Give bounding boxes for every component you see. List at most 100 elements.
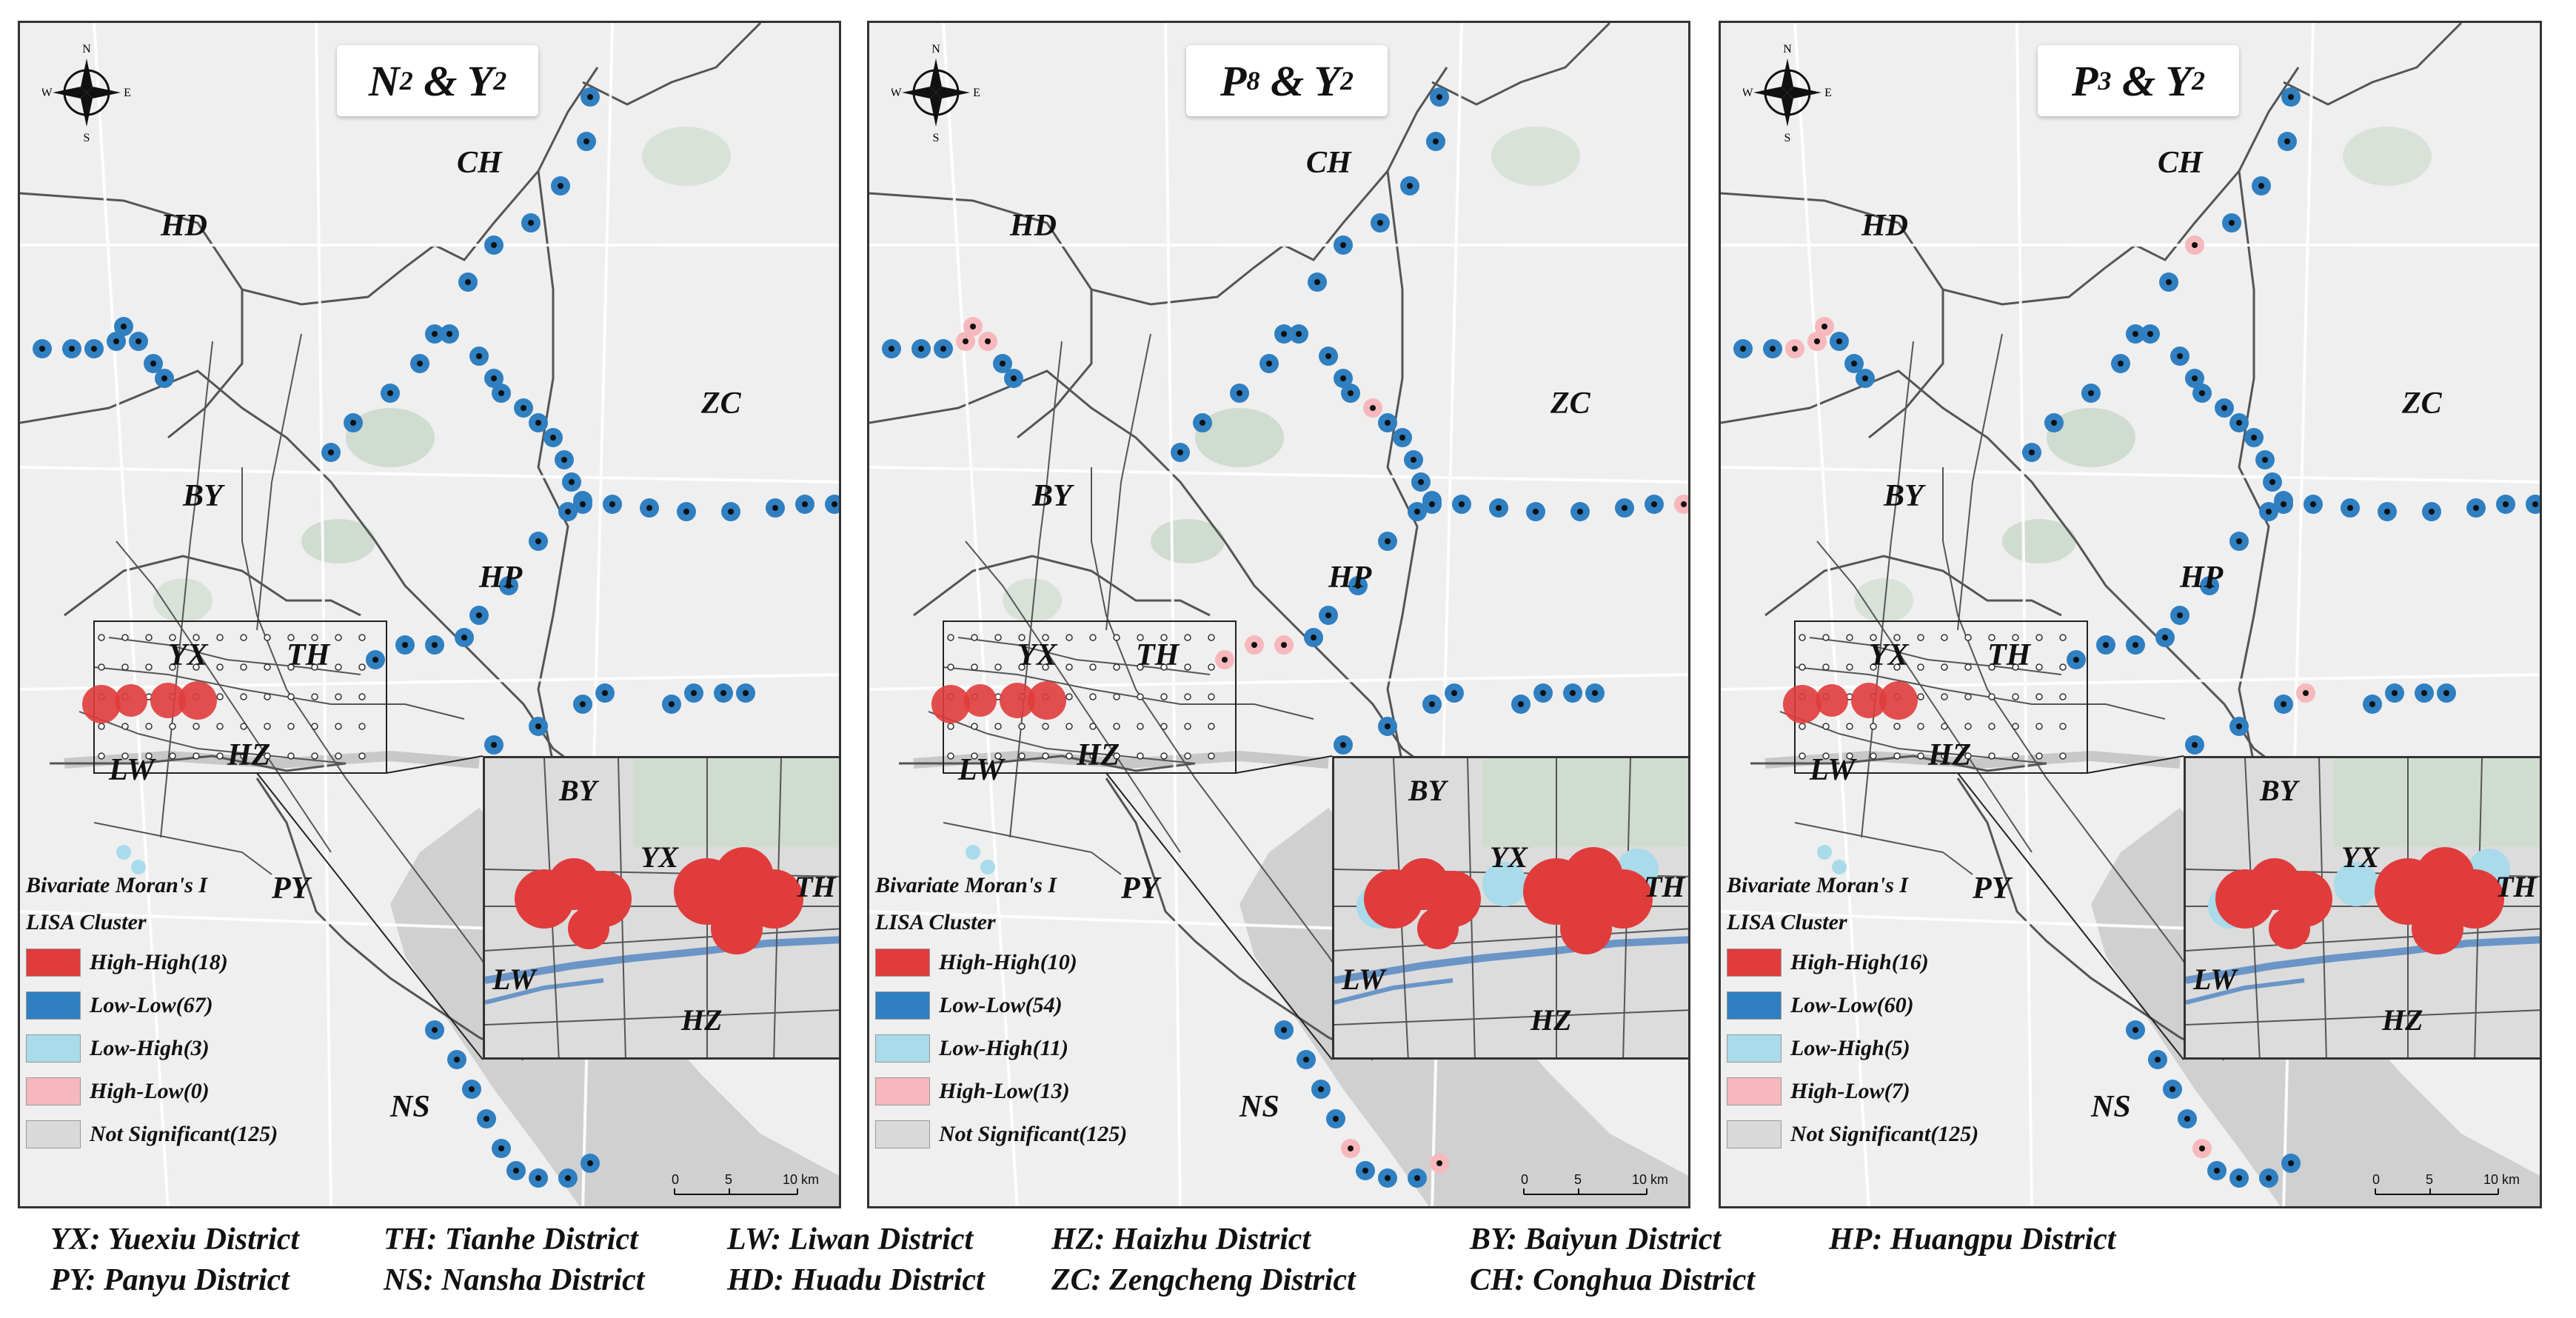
station-not-significant (98, 663, 105, 671)
station-dot (1311, 635, 1317, 640)
north-arrow-icon: N S W E (890, 41, 980, 144)
station-dot (1314, 279, 1320, 285)
station-dot (528, 220, 534, 226)
label-hd: HD (161, 209, 207, 243)
station-not-significant (1018, 663, 1026, 671)
station-dot (2192, 242, 2198, 248)
station-not-significant (1893, 663, 1901, 671)
station-dot (2251, 435, 2257, 441)
station-not-significant (1208, 723, 1215, 730)
label-hz: HZ (227, 738, 271, 772)
station-not-significant (264, 723, 271, 730)
label-by: BY (1032, 479, 1072, 513)
station-dot (1577, 509, 1583, 515)
station-not-significant (1113, 663, 1120, 671)
station-dot (2103, 642, 2109, 648)
station-dot (1429, 701, 1435, 707)
station-not-significant (1137, 693, 1144, 700)
station-dot (580, 701, 586, 707)
station-not-significant (1065, 723, 1073, 730)
compass-s: S (933, 132, 940, 144)
legend-subtitle: LISA Cluster (26, 910, 147, 934)
station-dot (2288, 94, 2294, 100)
station-dot (113, 338, 119, 344)
station-dot (1681, 501, 1687, 507)
station-not-significant (335, 693, 342, 700)
label-th: TH (287, 638, 330, 672)
station-dot (2199, 390, 2205, 396)
station-dot (743, 690, 749, 696)
cluster-high-high (1879, 681, 1918, 720)
cluster-high-high (931, 685, 970, 723)
cluster-low-high (966, 845, 980, 860)
station-not-significant (1089, 723, 1097, 730)
station-dot (1362, 1168, 1368, 1174)
station-dot (2532, 501, 2538, 507)
label-lw: LW (109, 753, 155, 787)
station-not-significant (2035, 634, 2043, 641)
station-not-significant (1184, 634, 1191, 641)
station-dot (1570, 690, 1576, 696)
inset-cluster-high-high (1560, 903, 1612, 954)
label-py: PY (1973, 872, 2011, 906)
station-dot (1418, 479, 1424, 485)
station-dot (1862, 375, 1868, 381)
station-dot (2221, 405, 2227, 411)
station-dot (498, 390, 504, 396)
legend-title: Bivariate Moran's I (875, 873, 1057, 897)
inset-label-lw: LW (2193, 963, 2237, 996)
station-dot (580, 501, 586, 507)
inset-label-lw: LW (1342, 963, 1385, 996)
station-not-significant (287, 693, 295, 700)
station-dot (372, 657, 378, 663)
station-dot (918, 346, 924, 352)
compass-n: N (82, 43, 91, 56)
station-dot (2199, 1145, 2205, 1151)
station-not-significant (2035, 693, 2043, 700)
station-dot (940, 346, 946, 352)
station-not-significant (1089, 752, 1097, 760)
label-hz: HZ (1077, 738, 1120, 772)
station-dot (832, 501, 837, 507)
station-dot (1340, 742, 1346, 748)
station-dot (476, 612, 482, 618)
station-not-significant (1065, 634, 1073, 641)
station-dot (2229, 220, 2235, 226)
station-dot (91, 346, 97, 352)
station-dot (2192, 742, 2198, 748)
station-not-significant (2059, 693, 2067, 700)
inset-label-by: BY (2260, 774, 2298, 807)
station-not-significant (287, 634, 295, 641)
cluster-high-high (178, 681, 217, 720)
label-hd: HD (1010, 209, 1057, 243)
station-not-significant (240, 693, 247, 700)
station-not-significant (264, 693, 271, 700)
station-dot (2118, 361, 2124, 367)
label-yx: YX (1017, 638, 1057, 672)
abbr-lw: LW: Liwan District (727, 1222, 974, 1257)
station-not-significant (2012, 634, 2019, 641)
station-dot (602, 690, 608, 696)
station-not-significant (1160, 693, 1168, 700)
station-not-significant (240, 634, 247, 641)
base-map (869, 23, 1688, 1206)
station-not-significant (2059, 752, 2067, 760)
legend-item-low-low: Low-Low(54) (875, 984, 1142, 1027)
legend-item-high-low: High-Low(7) (1727, 1070, 1993, 1113)
station-not-significant (2012, 752, 2019, 760)
abbr-hp: HP: Huangpu District (1829, 1222, 2116, 1257)
station-not-significant (358, 693, 366, 700)
compass-s: S (84, 132, 90, 144)
abbr-yx: YX: Yuexiu District (50, 1222, 300, 1257)
label-lw: LW (958, 753, 1004, 787)
station-not-significant (169, 752, 176, 760)
station-dot (2288, 1160, 2294, 1166)
station-dot (1451, 690, 1457, 696)
inset-label-hz: HZ (681, 1003, 723, 1037)
station-dot (2207, 583, 2212, 589)
compass-w: W (891, 87, 902, 99)
inset-cluster-high-high (1417, 908, 1459, 949)
inset-label-th: TH (794, 870, 836, 903)
inset-label-hz: HZ (2382, 1003, 2423, 1037)
station-not-significant (1917, 723, 1924, 730)
